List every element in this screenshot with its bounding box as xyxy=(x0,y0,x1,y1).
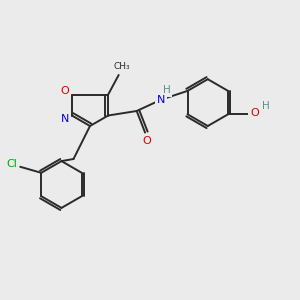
Text: N: N xyxy=(157,94,166,105)
Text: Cl: Cl xyxy=(6,159,17,170)
Text: CH₃: CH₃ xyxy=(114,62,130,71)
Text: N: N xyxy=(61,114,69,124)
Text: O: O xyxy=(61,86,70,96)
Text: H: H xyxy=(262,101,269,111)
Text: H: H xyxy=(163,85,171,95)
Text: O: O xyxy=(250,108,259,118)
Text: O: O xyxy=(142,136,151,146)
